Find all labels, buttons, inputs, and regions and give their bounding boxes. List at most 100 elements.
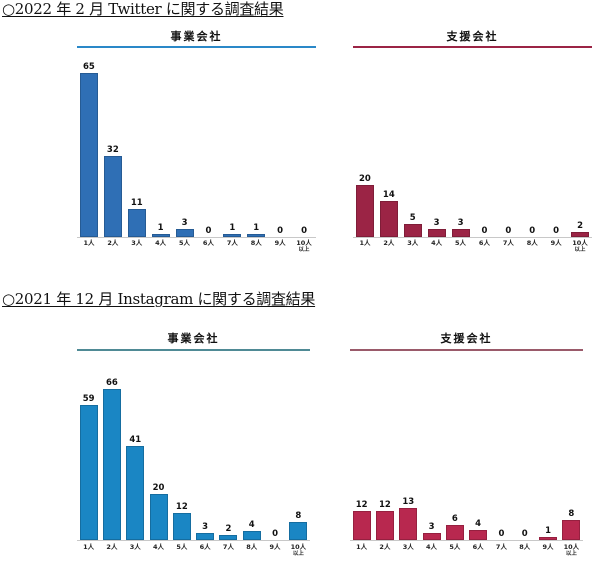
chart-instagram-business: 事業会社 59 66 41 20 12 3 2 4 0 8 1人 2人 3人 4人 5人 6人 7人 8人 9人 1… [77,330,310,563]
bar-value-label: 66 [106,377,118,388]
bar-group: 32 [103,48,123,237]
bar-value-label: 0 [205,226,212,236]
bar-value-label: 1 [157,223,164,233]
plot-area: 20 14 5 3 3 0 0 0 0 2 [353,48,592,238]
bar [539,537,558,540]
chart-header: 事業会社 [170,30,223,43]
bar-group: 12 [375,352,395,540]
bar [403,224,422,237]
x-axis-label: 2人 [106,543,118,551]
bar [399,508,418,540]
bar-group: 0 [522,48,542,237]
bar-group: 0 [515,352,535,540]
bar-group: 12 [172,352,192,540]
bar-value-label: 1 [253,223,260,233]
bar [379,200,398,237]
x-axis-label: 5人 [449,543,461,551]
bar-value-label: 3 [428,521,435,532]
bar-value-label: 65 [83,62,95,73]
baseline [77,540,310,541]
bar-value-label: 2 [225,524,232,535]
x-axis-label: 7人 [502,239,514,247]
bar-value-label: 14 [382,189,395,200]
bar-group: 2 [218,352,238,540]
bar-group: 3 [451,48,471,237]
bar-value-label: 0 [553,226,560,236]
bar-group: 12 [352,352,372,540]
bar-value-label: 0 [301,226,307,236]
bar [127,209,146,237]
plot-area: 59 66 41 20 12 3 2 4 0 8 [77,352,310,541]
x-axis-label: 7人 [226,239,238,247]
bar-group: 2 [570,48,590,237]
bar-group: 3 [422,352,442,540]
bar-group: 0 [270,48,290,237]
bar-value-label: 12 [379,499,391,510]
x-axis-label: 10人 以上 [290,543,307,558]
bar-value-label: 8 [568,509,575,520]
bar [79,73,98,237]
bar-group: 14 [379,48,399,237]
plot-area: 12 12 13 3 6 4 0 0 1 8 [350,352,583,541]
bar-group: 6 [445,352,465,540]
bar-group: 4 [468,352,488,540]
bar [562,520,581,540]
bar-value-label: 3 [202,522,209,533]
bar-group: 3 [427,48,447,237]
bar-group: 0 [265,352,285,540]
x-axis-label: 2人 [379,543,391,551]
x-axis-label: 6人 [478,239,490,247]
bar-value-label: 11 [130,198,143,209]
x-axis-label: 2人 [107,239,119,247]
x-axis-label: 1人 [83,239,95,247]
chart-header: 支援会社 [440,332,493,345]
baseline [77,237,316,238]
bar-value-label: 12 [175,501,188,512]
chart-header: 支援会社 [446,30,499,43]
x-axis-label: 2人 [383,239,395,247]
bar-value-label: 12 [355,499,368,510]
bar [469,530,488,540]
bar-group: 4 [242,352,262,540]
bar-group: 13 [398,352,418,540]
bar-value-label: 8 [295,510,302,521]
chart-header: 事業会社 [167,332,220,345]
chart-header-rule [353,46,592,48]
bar-group: 5 [403,48,423,237]
bar-value-label: 0 [481,226,488,236]
bar [375,510,394,540]
x-axis-label: 3人 [131,239,143,247]
x-axis-label: 5人 [176,543,188,551]
chart-header-rule [350,349,583,351]
bar-group: 1 [151,48,171,237]
chart-instagram-agency: 支援会社 12 12 13 3 6 4 0 0 1 8 1人 2人 3人 4人 5人 6人 7人 8人 9人 10人… [350,330,583,563]
bar-value-label: 3 [181,218,188,229]
x-axis-label: 4人 [426,543,438,551]
bar-group: 41 [125,352,145,540]
x-axis-label: 4人 [431,239,443,247]
x-axis-label: 1人 [356,543,368,551]
bar-value-label: 41 [129,435,142,446]
bar [242,530,261,540]
bar-group: 59 [79,352,99,540]
bar [352,510,371,540]
chart-header-rule [77,349,310,351]
bar-value-label: 4 [248,519,255,530]
bar-group: 66 [102,352,122,540]
bar-group: 0 [198,48,218,237]
x-axis-label: 9人 [274,239,286,247]
bar-group: 0 [498,48,518,237]
bar [103,156,122,237]
x-axis-label: 6人 [202,239,214,247]
x-axis-label: 9人 [550,239,562,247]
x-axis-label: 8人 [519,543,531,551]
bar-value-label: 59 [82,393,95,404]
section-title-instagram: ○2021 年 12 月 Instagram に関する調査結果 [2,290,316,308]
bar-value-label: 32 [106,145,119,156]
x-axis-label: 5人 [455,239,467,247]
x-axis-label: 3人 [129,543,141,551]
x-axis-label: 8人 [246,543,258,551]
section-title-twitter: ○2022 年 2 月 Twitter に関する調査結果 [2,0,284,18]
bar [102,388,121,540]
bar [289,521,308,540]
